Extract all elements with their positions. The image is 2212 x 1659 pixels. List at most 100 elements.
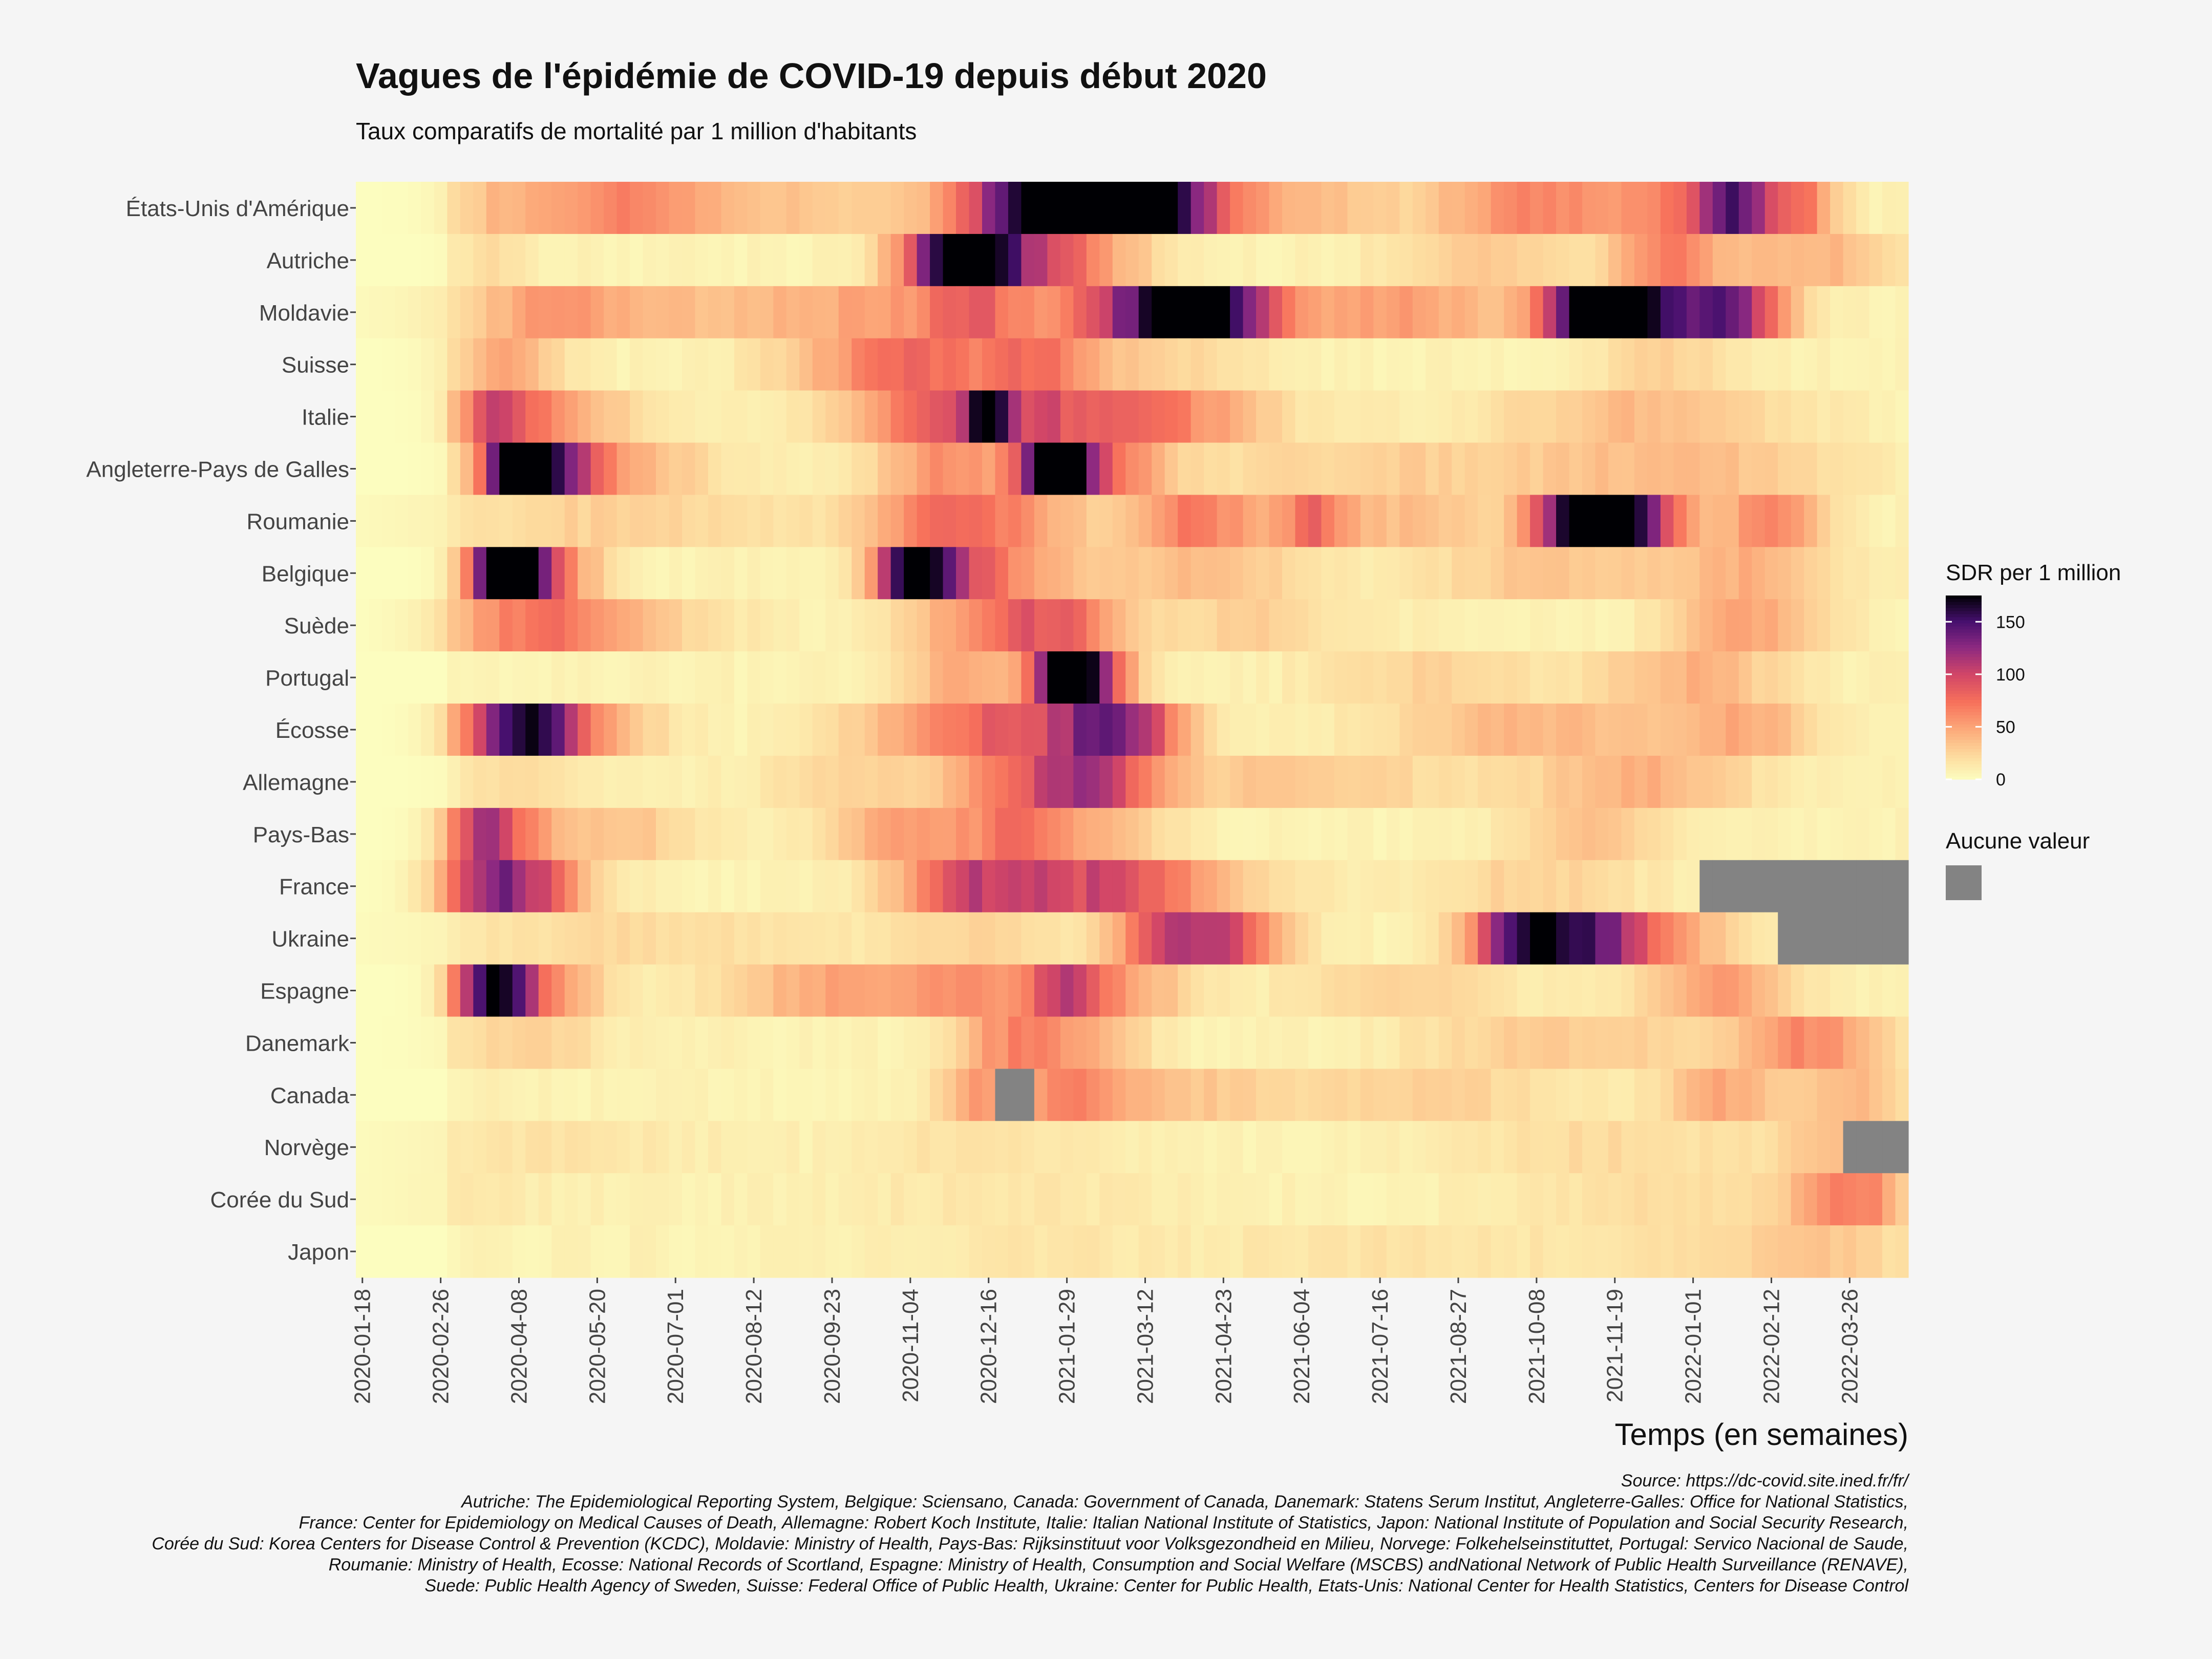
heatmap-cell	[1843, 807, 1857, 861]
heatmap-cell	[1595, 495, 1609, 547]
heatmap-cell	[969, 442, 983, 496]
heatmap-cell	[1086, 442, 1100, 496]
heatmap-cell	[1321, 1173, 1335, 1226]
heatmap-cell	[825, 1121, 839, 1174]
heatmap-cell	[1660, 599, 1674, 652]
heatmap-cell	[1764, 390, 1778, 443]
heatmap-cell	[864, 704, 878, 756]
heatmap-cell	[1034, 495, 1048, 547]
heatmap-cell	[1256, 807, 1270, 861]
legend-color-step	[1946, 718, 1982, 721]
heatmap-cell	[1360, 547, 1374, 600]
heatmap-cell	[1830, 599, 1844, 652]
heatmap-cell	[1817, 547, 1831, 600]
heatmap-cell	[890, 860, 904, 913]
heatmap-cell	[447, 755, 461, 809]
heatmap-cell	[1582, 807, 1596, 861]
heatmap-cell	[643, 442, 656, 496]
heatmap-cell	[1517, 807, 1530, 861]
heatmap-cell	[1125, 1069, 1139, 1121]
heatmap-cell	[564, 338, 578, 391]
heatmap-cell	[917, 547, 930, 600]
heatmap-cell	[1738, 1225, 1752, 1278]
heatmap-cell	[1452, 390, 1465, 443]
heatmap-cell	[1386, 182, 1400, 235]
heatmap-cell	[878, 390, 891, 443]
heatmap-cell	[1152, 547, 1165, 600]
heatmap-cell	[1438, 651, 1452, 704]
heatmap-cell	[734, 755, 748, 809]
heatmap-cell	[538, 651, 552, 704]
heatmap-cell	[1543, 651, 1557, 704]
heatmap-cell	[1412, 390, 1426, 443]
heatmap-cell	[1426, 390, 1439, 443]
heatmap-cell	[1373, 182, 1387, 235]
heatmap-cell	[460, 495, 474, 547]
heatmap-cell	[578, 1069, 591, 1121]
heatmap-cell	[1504, 182, 1518, 235]
heatmap-cell	[1895, 233, 1909, 287]
legend-color-step	[1946, 773, 1982, 777]
legend-color-step	[1946, 653, 1982, 657]
heatmap-cell	[956, 704, 970, 756]
heatmap-cell	[1204, 442, 1218, 496]
heatmap-cell	[1895, 286, 1909, 339]
heatmap-cell	[1034, 651, 1048, 704]
heatmap-cell	[1778, 495, 1792, 547]
heatmap-cell	[682, 1069, 696, 1121]
heatmap-cell	[1190, 547, 1204, 600]
heatmap-cell	[1438, 704, 1452, 756]
heatmap-cell	[1856, 599, 1870, 652]
heatmap-cell	[486, 1173, 500, 1226]
heatmap-cell	[656, 860, 670, 913]
heatmap-cell	[643, 1225, 656, 1278]
heatmap-cell	[747, 442, 761, 496]
heatmap-cell	[852, 807, 865, 861]
heatmap-cell	[786, 1121, 800, 1174]
heatmap-cell	[943, 442, 956, 496]
heatmap-cell	[1099, 1121, 1113, 1174]
heatmap-cell	[1791, 286, 1804, 339]
heatmap-cell	[421, 1225, 435, 1278]
heatmap-cell	[381, 704, 396, 756]
heatmap-cell	[1712, 1225, 1726, 1278]
heatmap-cell	[1543, 495, 1557, 547]
heatmap-cell	[1099, 338, 1113, 391]
heatmap-cell	[1321, 912, 1335, 965]
heatmap-cell	[695, 964, 709, 1017]
heatmap-cell	[1856, 651, 1870, 704]
heatmap-cell	[1856, 286, 1870, 339]
heatmap-cell	[1360, 1121, 1374, 1174]
heatmap-cell	[1125, 338, 1139, 391]
heatmap-cell	[1190, 390, 1204, 443]
heatmap-cell	[1360, 182, 1374, 235]
heatmap-cell	[1621, 860, 1635, 913]
heatmap-cell	[630, 338, 644, 391]
heatmap-cell	[1752, 912, 1766, 965]
heatmap-cell	[1008, 755, 1022, 809]
heatmap-cell	[956, 651, 970, 704]
heatmap-cell	[1164, 704, 1178, 756]
heatmap-cell	[943, 547, 956, 600]
heatmap-cell	[1673, 1016, 1687, 1069]
heatmap-cell	[421, 704, 435, 756]
heatmap-cell	[551, 1173, 565, 1226]
heatmap-cell	[1517, 964, 1530, 1017]
heatmap-cell	[878, 912, 891, 965]
heatmap-cell	[1726, 495, 1739, 547]
heatmap-cell	[1478, 912, 1492, 965]
heatmap-cell	[460, 755, 474, 809]
heatmap-cell	[852, 495, 865, 547]
heatmap-cell	[812, 599, 826, 652]
heatmap-cell	[1595, 807, 1609, 861]
heatmap-cell	[1882, 547, 1896, 600]
heatmap-cell	[1673, 1069, 1687, 1121]
heatmap-cell	[1008, 286, 1022, 339]
date-tick-label: 2020-07-01	[663, 1289, 688, 1404]
heatmap-cell	[356, 547, 370, 600]
heatmap-cell	[408, 651, 421, 704]
heatmap-cell	[838, 390, 852, 443]
heatmap-cell	[773, 547, 787, 600]
heatmap-cell	[1230, 704, 1244, 756]
heatmap-cell	[551, 442, 565, 496]
